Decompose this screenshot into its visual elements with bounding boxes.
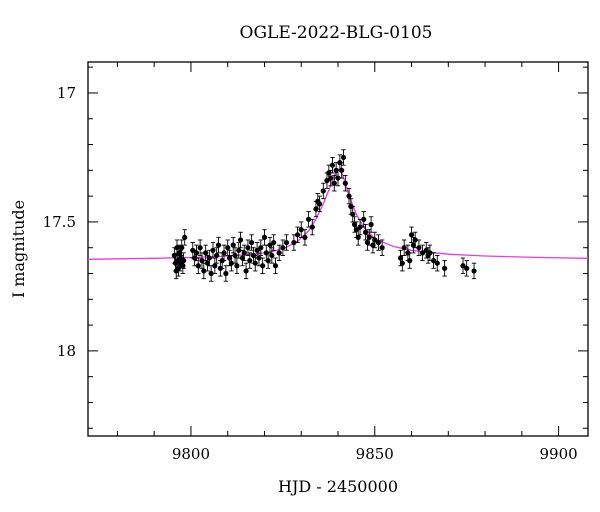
data-point	[243, 262, 249, 280]
data-points-layer	[171, 149, 477, 282]
data-point	[434, 254, 440, 272]
data-point	[410, 236, 416, 254]
data-point	[260, 257, 266, 274]
data-point	[379, 239, 385, 256]
data-point	[247, 252, 253, 269]
data-point	[230, 236, 236, 254]
data-point	[368, 216, 374, 233]
data-point	[214, 247, 220, 264]
data-point	[182, 229, 188, 246]
y-tick-label: 18	[57, 342, 76, 360]
data-point	[442, 260, 448, 277]
data-point	[195, 257, 201, 274]
data-point	[416, 239, 422, 256]
data-point	[412, 231, 418, 249]
data-point	[372, 231, 378, 249]
data-point	[225, 239, 231, 256]
x-tick-label: 9800	[172, 445, 210, 463]
data-point	[276, 244, 282, 262]
plot-frame	[87, 61, 589, 437]
data-point	[280, 239, 286, 256]
data-point	[298, 221, 304, 238]
data-point	[261, 229, 268, 246]
data-point	[272, 257, 279, 274]
data-point	[430, 252, 437, 269]
data-point	[309, 218, 315, 236]
x-axis-label: HJD - 2450000	[278, 477, 398, 496]
data-point	[346, 187, 352, 205]
data-point	[221, 244, 227, 262]
data-point	[212, 257, 218, 274]
axis-tick-labels: 9800 9850 9900 17 17.5 18	[43, 84, 578, 463]
data-point	[241, 244, 247, 262]
y-axis-label: I magnitude	[9, 200, 28, 298]
data-point	[223, 265, 229, 282]
data-point	[419, 244, 426, 262]
data-point	[317, 195, 323, 213]
data-point	[355, 229, 361, 246]
data-point	[340, 149, 347, 166]
data-point	[401, 239, 407, 256]
data-point	[471, 262, 477, 280]
data-point	[193, 244, 200, 262]
data-point	[256, 249, 262, 267]
data-point	[329, 156, 336, 174]
y-tick-label: 17	[57, 84, 76, 102]
data-point	[408, 226, 415, 244]
x-tick-label: 9850	[356, 445, 394, 463]
data-point	[179, 239, 185, 256]
data-point	[302, 229, 308, 246]
data-point	[407, 252, 413, 269]
data-point	[210, 242, 216, 259]
axis-ticks	[88, 62, 588, 436]
data-point	[366, 229, 372, 246]
data-point	[294, 226, 301, 244]
data-point	[464, 260, 470, 277]
data-point	[305, 211, 312, 228]
data-point	[375, 234, 382, 251]
data-point	[362, 224, 369, 241]
data-point	[180, 252, 187, 269]
chart-title: OGLE-2022-BLG-0105	[240, 23, 433, 43]
data-point	[357, 218, 363, 236]
data-point	[237, 231, 244, 249]
data-point	[228, 254, 234, 272]
data-point	[320, 182, 326, 200]
data-point	[258, 239, 264, 256]
x-tick-label: 9900	[539, 445, 577, 463]
y-tick-label: 17.5	[43, 213, 76, 231]
data-point	[271, 234, 277, 251]
data-point	[397, 249, 404, 267]
data-point	[215, 236, 222, 254]
data-point	[283, 234, 290, 251]
data-point	[460, 257, 466, 274]
data-point	[342, 175, 348, 192]
